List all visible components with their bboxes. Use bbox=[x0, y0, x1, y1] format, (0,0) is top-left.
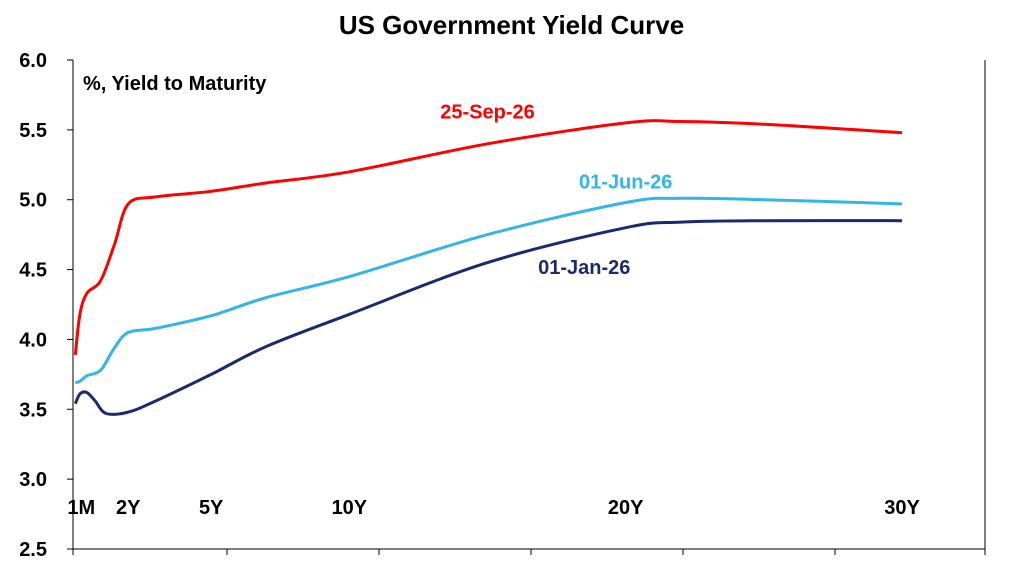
series-label-01-Jan-26: 01-Jan-26 bbox=[538, 257, 630, 279]
series-label-01-Jun-26: 01-Jun-26 bbox=[579, 172, 672, 194]
y-axis-tick-label: 3.5 bbox=[19, 399, 47, 421]
series-line-25-Sep-26 bbox=[73, 119, 903, 355]
y-axis-tick-label: 2.5 bbox=[19, 539, 47, 561]
y-axis-tick-label: 4.5 bbox=[19, 260, 47, 282]
series-line-01-Jan-26 bbox=[73, 219, 903, 416]
x-axis-tick-label: 1M bbox=[67, 497, 95, 519]
y-axis-tick-label: 6.0 bbox=[19, 50, 47, 72]
y-axis-ticks: 6.0 5.5 5.0 4.5 4.0 3.5 3.0 2.5 bbox=[19, 50, 73, 561]
series-label-25-Sep-26: 25-Sep-26 bbox=[440, 102, 535, 124]
series-lines bbox=[73, 119, 903, 416]
y-axis-tick-label: 5.5 bbox=[19, 120, 47, 142]
y-axis-tick-label: 3.0 bbox=[19, 469, 47, 491]
y-axis-unit-label: %, Yield to Maturity bbox=[83, 73, 267, 95]
x-axis-tick-label: 20Y bbox=[608, 497, 644, 519]
x-axis-tick-label: 5Y bbox=[199, 497, 224, 519]
series-line-01-Jun-26 bbox=[74, 196, 903, 385]
x-axis-tick-label: 30Y bbox=[884, 497, 920, 519]
x-axis-tick-label: 10Y bbox=[332, 497, 368, 519]
series-labels: 25-Sep-26 01-Jun-26 01-Jan-26 bbox=[440, 102, 672, 279]
x-axis-tick-label: 2Y bbox=[116, 497, 141, 519]
chart-title: US Government Yield Curve bbox=[338, 10, 685, 40]
y-axis-tick-label: 5.0 bbox=[19, 190, 47, 212]
x-axis-ticks: 1M 2Y 5Y 10Y 20Y 30Y bbox=[67, 497, 920, 519]
y-axis-tick-label: 4.0 bbox=[19, 329, 47, 351]
axes bbox=[72, 60, 986, 555]
